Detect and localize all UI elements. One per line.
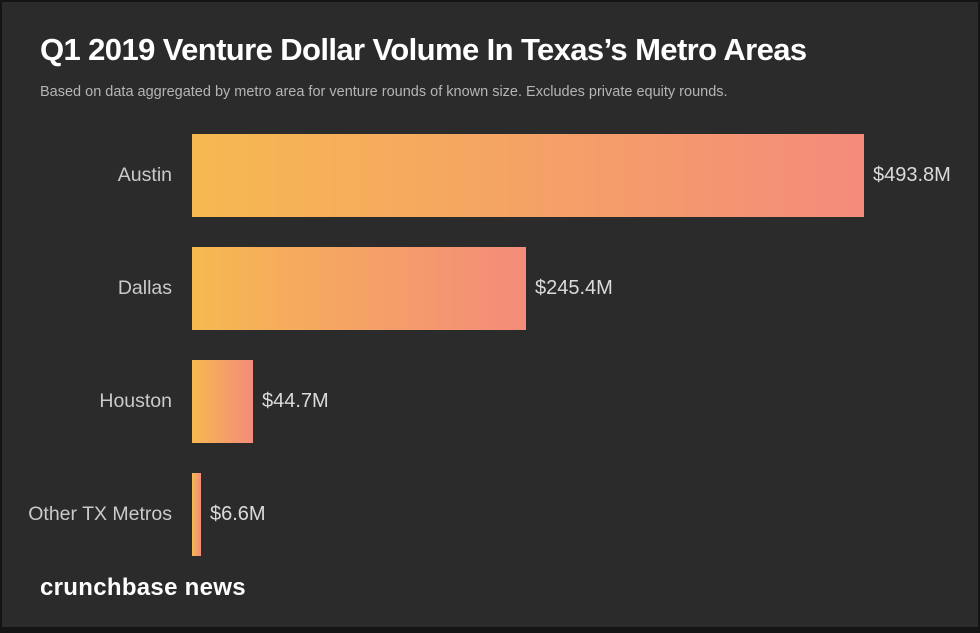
bar-row: Other TX Metros $6.6M: [2, 473, 978, 556]
value-label: $493.8M: [873, 164, 951, 186]
category-label: Houston: [99, 390, 172, 412]
category-label: Other TX Metros: [28, 503, 172, 525]
chart-subtitle: Based on data aggregated by metro area f…: [40, 84, 728, 100]
value-label: $44.7M: [262, 390, 329, 412]
category-label: Austin: [117, 164, 172, 186]
bar-austin: [192, 134, 864, 217]
bar-row: Austin $493.8M: [2, 134, 978, 217]
value-label: $245.4M: [535, 277, 613, 299]
value-label: $6.6M: [210, 503, 266, 525]
chart-title: Q1 2019 Venture Dollar Volume In Texas’s…: [40, 32, 807, 67]
crunchbase-news-logo: crunchbase news: [40, 574, 246, 601]
bar-row: Dallas $245.4M: [2, 247, 978, 330]
category-label: Dallas: [117, 277, 172, 299]
bar-other-tx-metros: [192, 473, 201, 556]
bar-row: Houston $44.7M: [2, 360, 978, 443]
bar-dallas: [192, 247, 526, 330]
bar-houston: [192, 360, 253, 443]
